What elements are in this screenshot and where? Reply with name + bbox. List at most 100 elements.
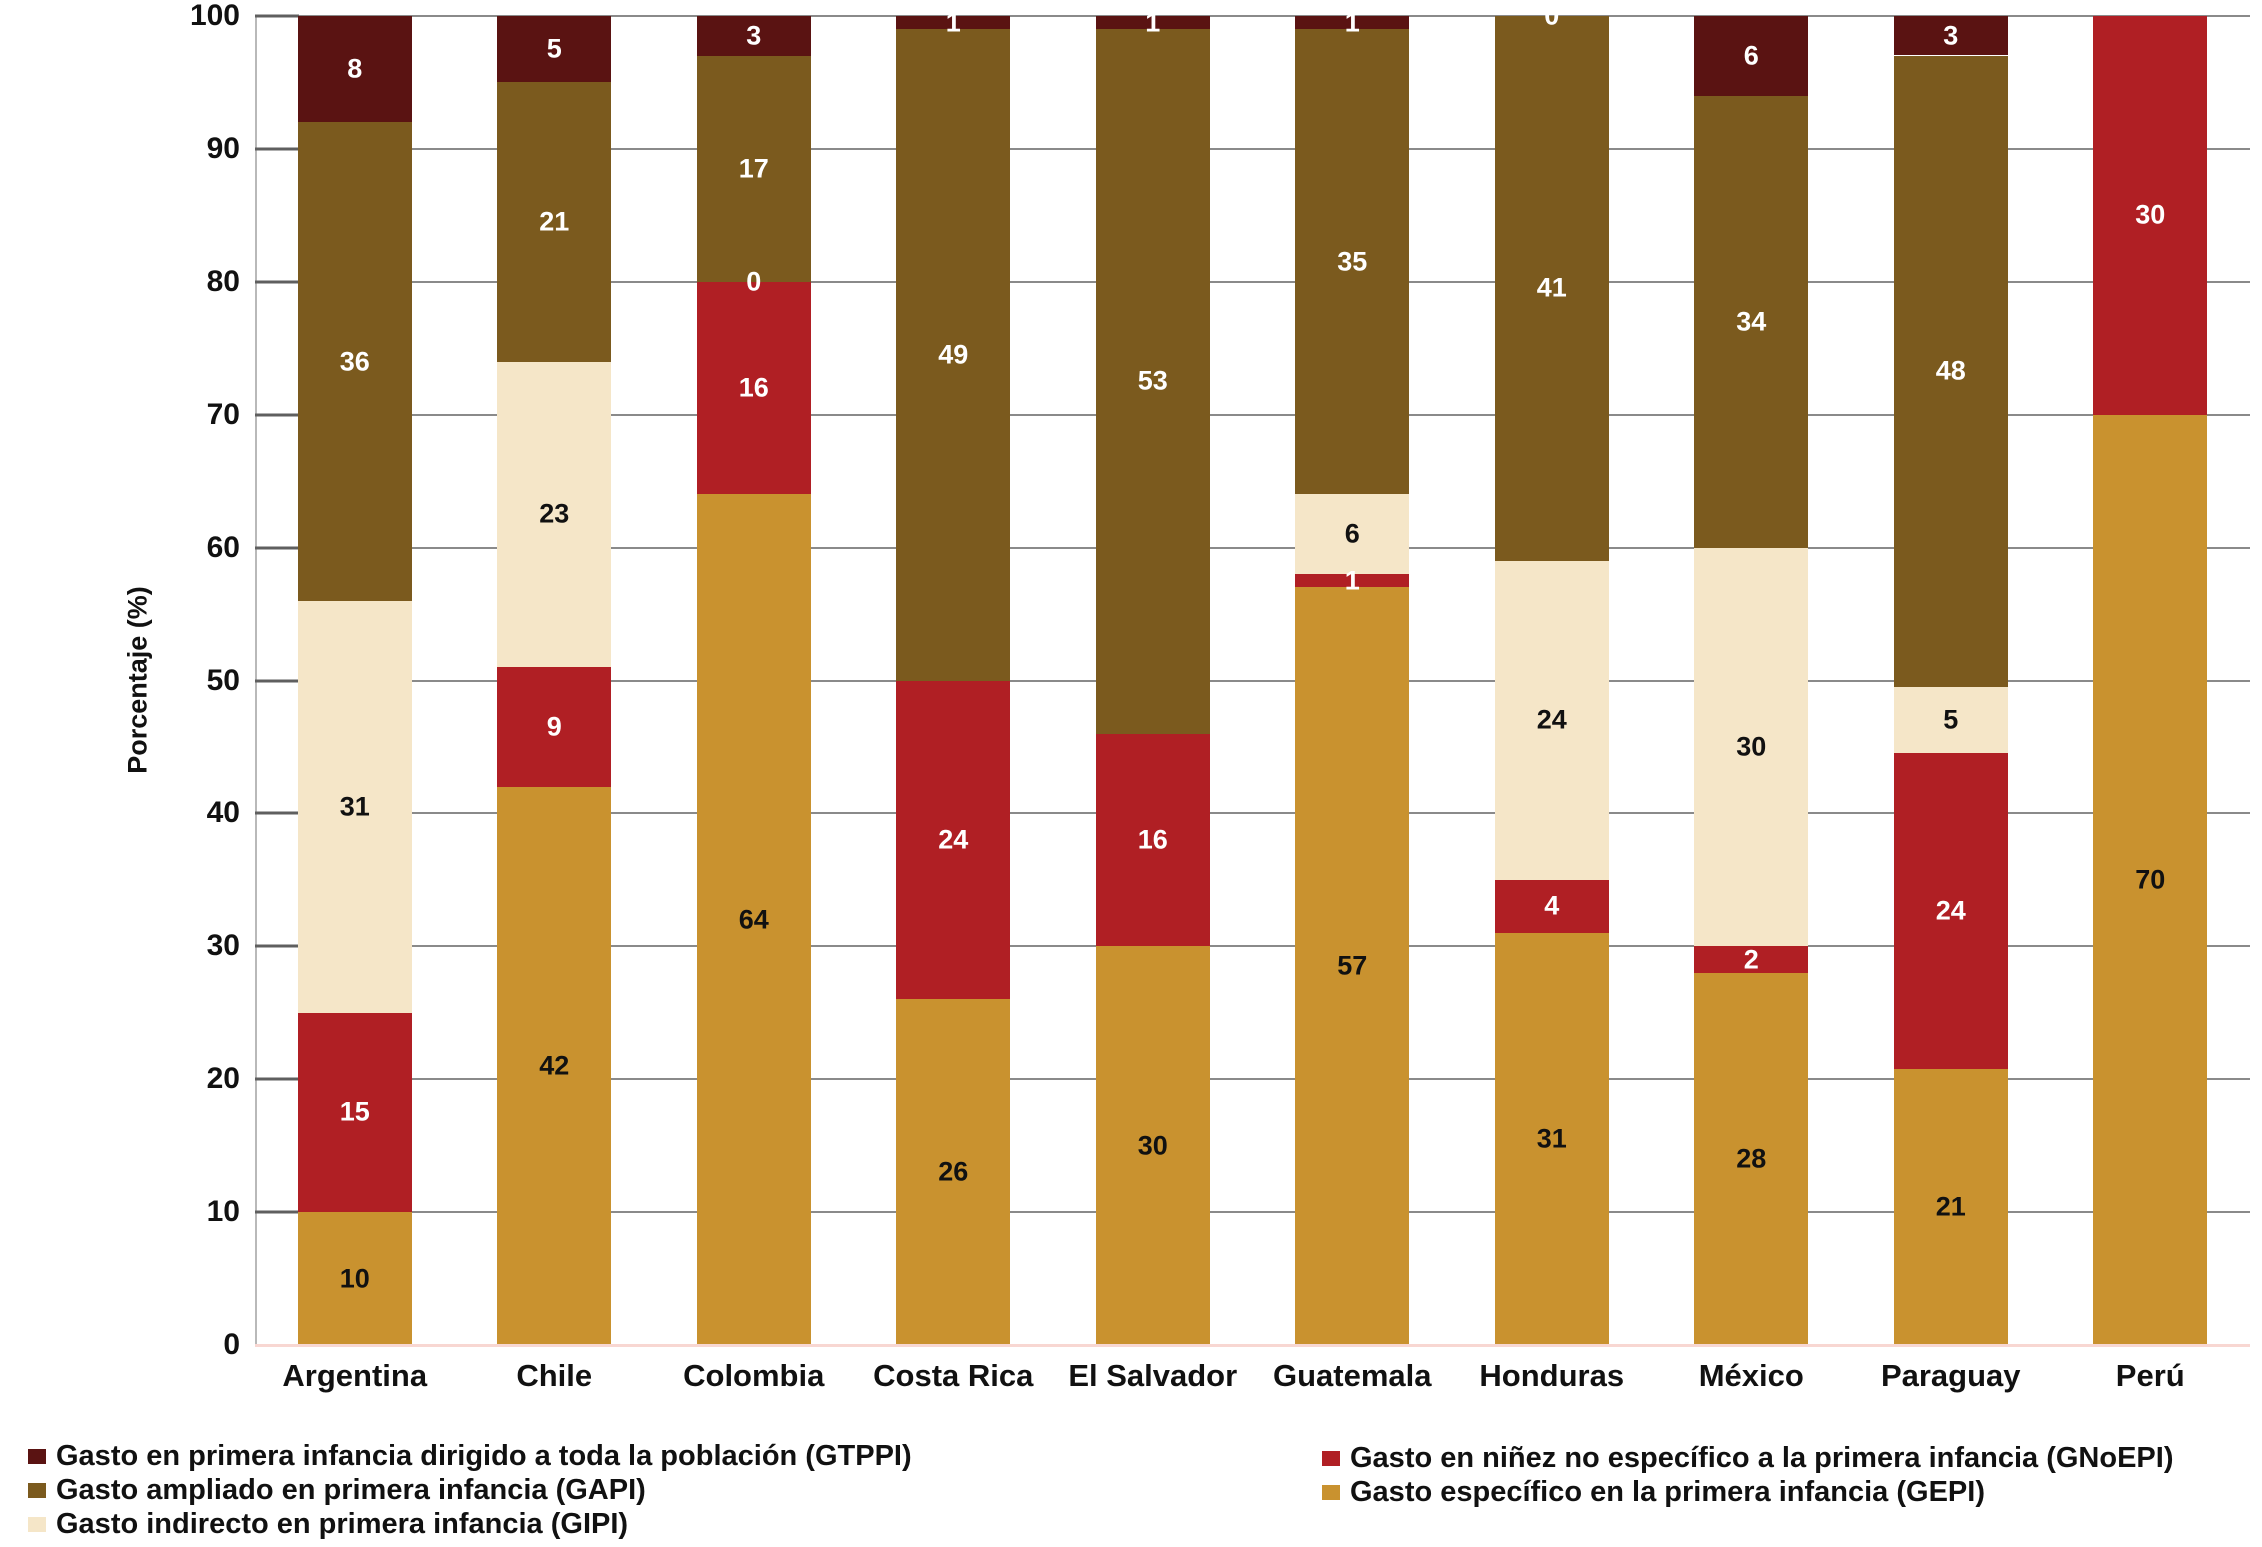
legend-column-right: Gasto en niñez no específico a la primer… <box>1322 1441 2174 1508</box>
bars-container: 10 15 31 36 8 42 9 23 21 5 64 16 0 17 3 26 24 49 1 30 16 53 1 5… <box>255 2 2251 1345</box>
legend-item-gepi: Gasto específico en la primera infancia … <box>1322 1475 2173 1508</box>
bar-segment-GAPI <box>1295 29 1410 495</box>
stacked-bar: 30 16 53 1 <box>1095 9 1210 1345</box>
x-axis-label-Guatemala: Guatemala <box>1272 1358 1432 1393</box>
x-axis-label-Argentina: Argentina <box>282 1358 428 1393</box>
bar-segment-GAPI <box>1893 55 2008 688</box>
x-axis-label-Paraguay: Paraguay <box>1880 1358 2021 1393</box>
bar-segment-GAPI <box>297 122 412 601</box>
bar-segment-GTPPI <box>297 16 412 123</box>
gridline-90 <box>255 147 2250 150</box>
legend-label-gapi: Gasto ampliado en primera infancia (GAPI… <box>56 1473 646 1506</box>
bar-segment-GEPI <box>1893 1068 2008 1345</box>
bar-column-México: 28 2 30 34 6 <box>1652 16 1852 1345</box>
bar-segment-GEPI <box>2093 414 2208 1345</box>
bar-segment-GEPI <box>1494 933 1609 1345</box>
gridline-40 <box>255 812 2250 815</box>
stacked-bar: 70 30 <box>2093 16 2208 1345</box>
gridline-30 <box>255 945 2250 948</box>
legend-label-gnoepi: Gasto en niñez no específico a la primer… <box>1350 1441 2174 1474</box>
y-tick-label-50: 50 <box>206 663 240 697</box>
x-axis-label-Perú: Perú <box>2115 1358 2185 1393</box>
bar-column-El Salvador: 30 16 53 1 <box>1053 9 1253 1345</box>
bar-column-Costa Rica: 26 24 49 1 <box>854 9 1054 1345</box>
y-tickmark-60 <box>255 546 299 550</box>
legend-swatch-gipi <box>28 1516 46 1532</box>
gridline-10 <box>255 1211 2250 1214</box>
bar-segment-GAPI <box>1095 29 1210 734</box>
legend-swatch-gepi <box>1322 1484 1340 1500</box>
stacked-bar: 28 2 30 34 6 <box>1694 16 1809 1345</box>
legend-label-gepi: Gasto específico en la primera infancia … <box>1350 1475 1985 1508</box>
gridline-100 <box>255 15 2250 17</box>
stacked-bar: 64 16 0 17 3 <box>696 16 811 1345</box>
bar-segment-GAPI <box>497 82 612 362</box>
x-axis-label-Colombia: Colombia <box>683 1358 825 1393</box>
bar-segment-GNoEPI <box>1494 879 1609 934</box>
legend-item-gipi: Gasto indirecto en primera infancia (GIP… <box>28 1507 912 1540</box>
legend-swatch-gtppi <box>28 1448 46 1464</box>
stacked-bar: 31 4 24 41 0 <box>1494 2 1609 1345</box>
bar-segment-GIPI <box>1694 547 1809 947</box>
bar-segment-GTPPI <box>1295 16 1410 30</box>
legend-label-gipi: Gasto indirecto en primera infancia (GIP… <box>56 1507 629 1540</box>
bar-segment-GTPPI <box>696 16 811 56</box>
x-axis-label-México: México <box>1698 1358 1804 1393</box>
y-tickmark-40 <box>255 811 299 815</box>
y-tickmark-70 <box>255 413 299 417</box>
y-tick-label-60: 60 <box>206 530 240 564</box>
gridline-80 <box>255 280 2250 283</box>
y-tickmark-90 <box>255 147 299 151</box>
bar-segment-GNoEPI <box>1095 733 1210 947</box>
stacked-bar: 57 1 6 35 1 <box>1295 9 1410 1345</box>
y-tickmark-50 <box>255 679 299 682</box>
bar-segment-GAPI <box>1694 95 1809 548</box>
bar-column-Guatemala: 57 1 6 35 1 <box>1253 9 1453 1345</box>
bar-column-Perú: 70 30 <box>2051 16 2251 1345</box>
bar-column-Argentina: 10 15 31 36 8 <box>255 16 455 1345</box>
y-tick-label-70: 70 <box>206 397 240 431</box>
bar-segment-GNoEPI <box>696 281 811 495</box>
y-tickmark-10 <box>255 1210 299 1214</box>
y-tick-label-20: 20 <box>206 1062 240 1096</box>
bar-segment-GEPI <box>297 1212 412 1345</box>
legend-item-gapi: Gasto ampliado en primera infancia (GAPI… <box>28 1473 912 1506</box>
stacked-bar: 42 9 23 21 5 <box>497 16 612 1345</box>
x-axis-label-Honduras: Honduras <box>1479 1358 1625 1393</box>
gridline-70 <box>255 413 2250 416</box>
y-tick-label-40: 40 <box>206 796 240 830</box>
y-tick-label-30: 30 <box>206 929 240 963</box>
bar-segment-GNoEPI <box>1893 752 2008 1069</box>
gridline-50 <box>255 679 2250 682</box>
stacked-bar: 10 15 31 36 8 <box>297 16 412 1345</box>
bar-segment-GEPI <box>1694 972 1809 1345</box>
plot-area: 10 15 31 36 8 42 9 23 21 5 64 16 0 17 3 26 24 49 1 30 16 53 1 5… <box>255 2 2251 1347</box>
bar-segment-GTPPI <box>896 16 1011 30</box>
x-axis-label-Costa Rica: Costa Rica <box>873 1358 1034 1393</box>
legend-item-gtppi: Gasto en primera infancia dirigido a tod… <box>28 1439 912 1472</box>
x-axis-label-El Salvador: El Salvador <box>1068 1358 1238 1393</box>
y-tickmark-80 <box>255 280 299 284</box>
y-tickmark-30 <box>255 944 299 948</box>
bar-segment-GTPPI <box>1694 16 1809 96</box>
legend-label-gtppi: Gasto en primera infancia dirigido a tod… <box>56 1439 912 1472</box>
bar-column-Honduras: 31 4 24 41 0 <box>1452 2 1652 1345</box>
bar-column-Paraguay: 21 24 5 48 3 <box>1851 16 2051 1345</box>
legend-swatch-gnoepi <box>1322 1450 1340 1466</box>
bar-segment-GEPI <box>696 494 811 1345</box>
bar-segment-GAPI <box>896 29 1011 681</box>
y-tickmark-100 <box>255 14 299 18</box>
x-axis-labels: Argentina Chile Colombia Costa Rica El Salva… <box>255 1358 2250 1394</box>
bar-segment-GNoEPI <box>1694 946 1809 973</box>
gridline-20 <box>255 1078 2250 1081</box>
bar-segment-GNoEPI <box>896 680 1011 1000</box>
bar-segment-GEPI <box>896 999 1011 1345</box>
bar-segment-GNoEPI <box>1295 574 1410 588</box>
legend-column-left: Gasto en primera infancia dirigido a tod… <box>28 1439 912 1540</box>
bar-segment-GNoEPI <box>2093 16 2208 415</box>
bar-segment-GIPI <box>1295 494 1410 575</box>
bar-segment-GTPPI <box>497 16 612 83</box>
stacked-bar: 26 24 49 1 <box>896 9 1011 1345</box>
legend-swatch-gapi <box>28 1482 46 1498</box>
bar-segment-GTPPI <box>1893 16 2008 56</box>
